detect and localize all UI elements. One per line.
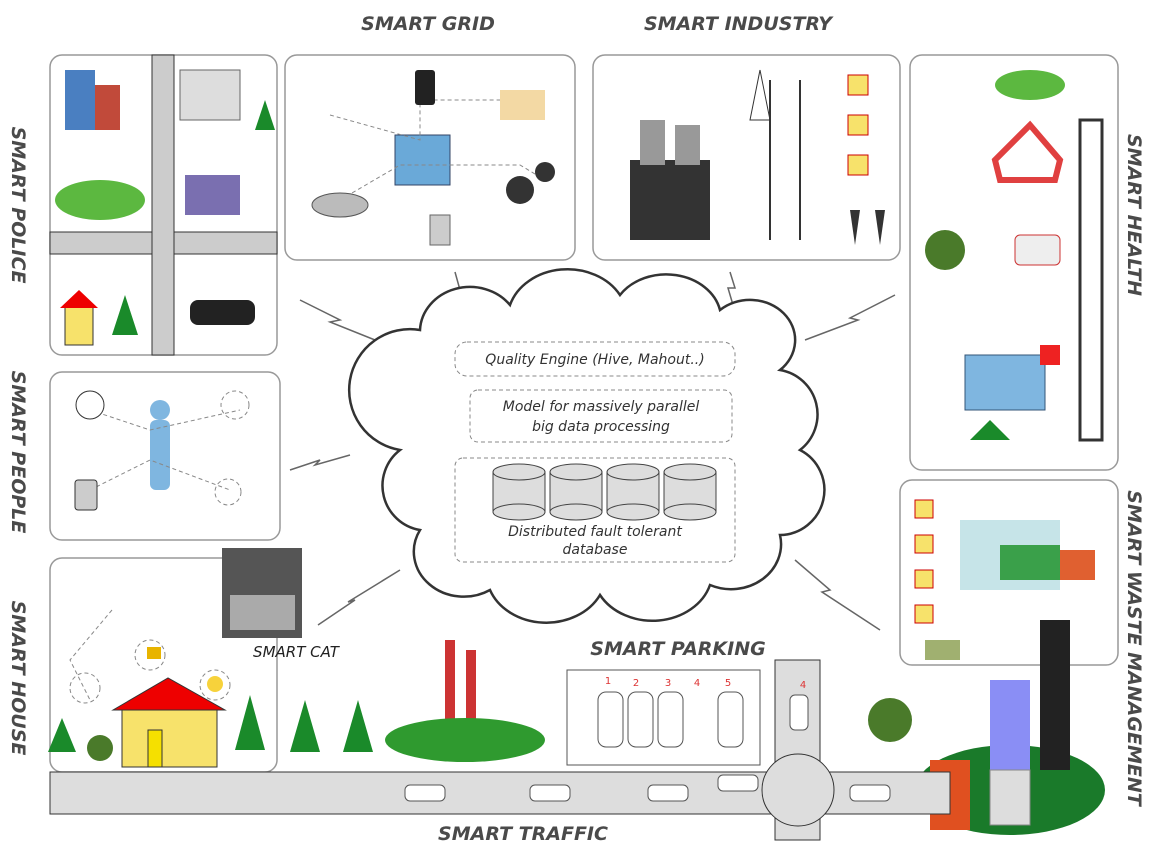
- spot-label: 4: [694, 678, 700, 689]
- cloud: [349, 269, 824, 622]
- database-text: database: [563, 542, 628, 558]
- roundabout: [762, 754, 834, 826]
- traffic-label: SMART TRAFFIC: [438, 823, 608, 845]
- spot-label: 1: [605, 676, 611, 687]
- spot-label: 2: [633, 678, 639, 689]
- parking-label: SMART PARKING: [590, 638, 765, 660]
- people-label: SMART PEOPLE: [7, 371, 29, 534]
- health-label: SMART HEALTH: [1123, 134, 1145, 296]
- waste-label: SMART WASTE MANAGEMENT: [1123, 490, 1145, 807]
- grid-label: SMART GRID: [361, 13, 495, 35]
- database-text: Distributed fault tolerant: [508, 524, 682, 540]
- spot-label: 5: [725, 678, 731, 689]
- house-label: SMART HOUSE: [7, 601, 29, 756]
- engine-text: Quality Engine (Hive, Mahout..): [485, 352, 704, 368]
- smart-city-diagram: 1 2 3 4 5 4 Quality Engine (Hive, Mahout…: [0, 0, 1153, 848]
- police-label: SMART POLICE: [7, 127, 29, 284]
- parked-cars: [598, 692, 743, 747]
- model-text: big data processing: [532, 419, 670, 435]
- spot-label: 3: [665, 678, 671, 689]
- spot-label: 4: [800, 680, 806, 691]
- cat-label: SMART CAT: [253, 643, 341, 661]
- model-text: Model for massively parallel: [503, 399, 700, 415]
- industry-label: SMART INDUSTRY: [644, 13, 834, 35]
